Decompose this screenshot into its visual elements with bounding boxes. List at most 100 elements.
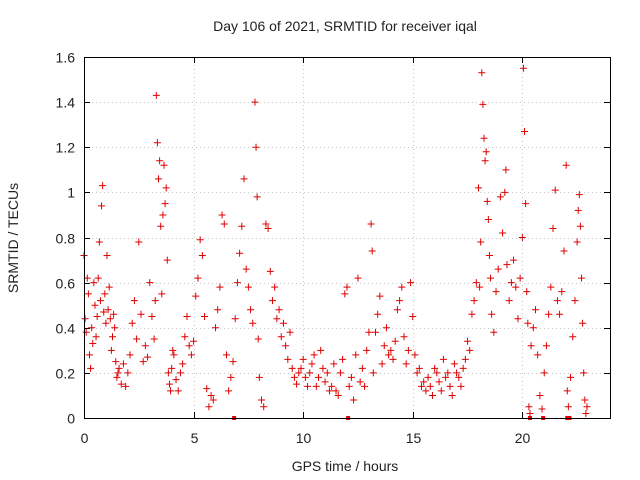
data-point xyxy=(393,306,401,314)
data-point xyxy=(92,333,100,341)
data-point xyxy=(152,91,160,99)
data-point xyxy=(450,360,458,368)
data-point xyxy=(391,337,399,345)
data-point xyxy=(94,274,102,282)
data-point xyxy=(341,290,349,298)
data-point xyxy=(415,364,423,372)
data-point xyxy=(477,238,485,246)
data-point xyxy=(325,387,333,395)
data-point xyxy=(481,157,489,165)
data-point xyxy=(580,369,588,377)
data-point xyxy=(139,358,147,366)
data-point xyxy=(295,369,303,377)
data-point xyxy=(354,274,362,282)
data-point xyxy=(236,249,244,257)
data-point xyxy=(209,396,217,404)
data-point xyxy=(165,380,173,388)
data-point xyxy=(153,139,161,147)
data-point xyxy=(115,364,123,372)
data-point xyxy=(114,369,122,377)
data-point xyxy=(88,324,96,332)
data-point xyxy=(181,333,189,341)
data-point xyxy=(268,297,276,305)
data-point xyxy=(510,256,518,264)
x-tick-label: 5 xyxy=(191,430,199,446)
data-point xyxy=(82,328,90,336)
data-point xyxy=(159,211,167,219)
data-point xyxy=(317,346,325,354)
chart-title: Day 106 of 2021, SRMTID for receiver iqa… xyxy=(213,18,477,34)
data-point xyxy=(301,373,309,381)
data-point xyxy=(490,328,498,336)
x-tick-label: 20 xyxy=(515,430,531,446)
data-point xyxy=(306,369,314,377)
data-point xyxy=(266,267,274,275)
data-point xyxy=(187,351,195,359)
data-point xyxy=(431,364,439,372)
data-point xyxy=(279,319,287,327)
data-point xyxy=(562,161,570,169)
data-point xyxy=(472,279,480,287)
data-point xyxy=(581,396,589,404)
data-point xyxy=(179,360,187,368)
data-point xyxy=(156,157,164,165)
data-point xyxy=(455,373,463,381)
data-point xyxy=(151,297,159,305)
data-point xyxy=(368,247,376,255)
data-point xyxy=(155,175,163,183)
data-point xyxy=(103,252,111,260)
data-point xyxy=(382,324,390,332)
data-point xyxy=(457,382,465,390)
data-point xyxy=(503,261,511,269)
data-point xyxy=(437,387,445,395)
data-point xyxy=(214,306,222,314)
y-tick-label: 1 xyxy=(67,185,75,201)
y-tick-label: 0 xyxy=(67,411,75,427)
data-point xyxy=(475,184,482,192)
data-point xyxy=(203,385,211,393)
data-point xyxy=(244,283,252,291)
data-point xyxy=(332,387,340,395)
data-points xyxy=(80,64,591,420)
plot-frame xyxy=(84,57,611,419)
data-point xyxy=(242,265,250,273)
data-point xyxy=(101,290,109,298)
data-point xyxy=(411,351,419,359)
data-point xyxy=(576,222,584,230)
data-point xyxy=(446,382,454,390)
data-point xyxy=(247,306,255,314)
data-point xyxy=(534,351,542,359)
data-point xyxy=(505,297,513,305)
data-point xyxy=(169,346,177,354)
data-point xyxy=(99,182,107,190)
data-point xyxy=(105,283,113,291)
data-point xyxy=(174,387,182,395)
data-point xyxy=(161,200,169,208)
data-point xyxy=(89,340,97,348)
data-point xyxy=(363,346,371,354)
data-point xyxy=(176,369,184,377)
data-point xyxy=(571,297,579,305)
data-point xyxy=(98,202,106,210)
data-point xyxy=(507,279,515,287)
data-point xyxy=(106,315,114,323)
data-point xyxy=(100,308,108,316)
data-point xyxy=(81,315,89,323)
data-point xyxy=(564,403,572,411)
data-point xyxy=(113,373,121,381)
data-point xyxy=(148,312,156,320)
data-point xyxy=(502,166,510,174)
data-point xyxy=(531,306,539,314)
data-point xyxy=(482,148,490,156)
data-point xyxy=(218,211,226,219)
data-point xyxy=(439,355,447,363)
data-point xyxy=(240,175,248,183)
data-point xyxy=(371,328,379,336)
data-point xyxy=(524,319,532,327)
data-point xyxy=(238,222,246,230)
data-point xyxy=(227,373,235,381)
data-point xyxy=(547,283,555,291)
data-point xyxy=(501,188,509,196)
data-point xyxy=(319,364,327,372)
data-point xyxy=(404,346,412,354)
